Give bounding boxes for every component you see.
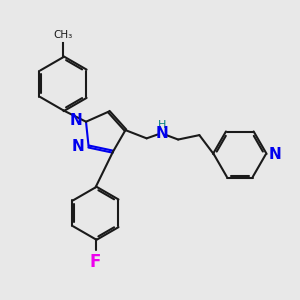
Text: N: N bbox=[69, 113, 82, 128]
Text: N: N bbox=[71, 139, 84, 154]
Text: F: F bbox=[90, 253, 101, 271]
Text: H: H bbox=[158, 119, 167, 130]
Text: CH₃: CH₃ bbox=[53, 30, 73, 40]
Text: N: N bbox=[156, 126, 168, 141]
Text: N: N bbox=[269, 147, 281, 162]
